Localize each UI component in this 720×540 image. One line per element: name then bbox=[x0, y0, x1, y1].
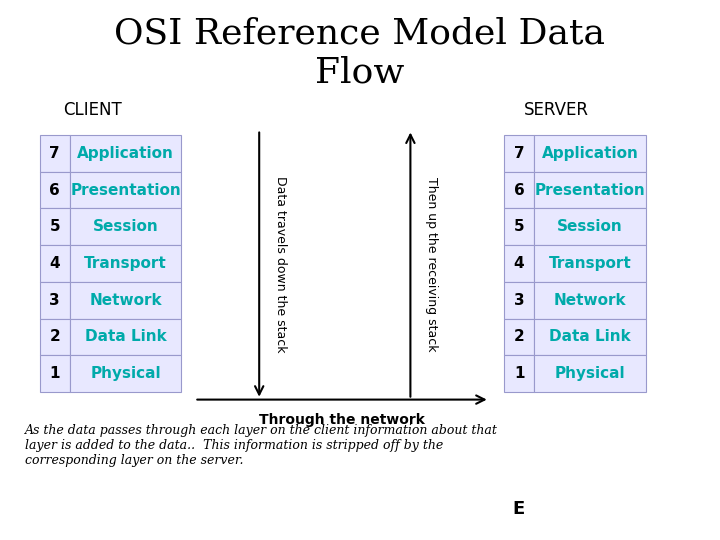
Text: Data travels down the stack: Data travels down the stack bbox=[274, 177, 287, 353]
Bar bbox=[70, 319, 181, 355]
Bar bbox=[504, 245, 534, 282]
Text: Through the network: Through the network bbox=[259, 413, 425, 427]
Text: Transport: Transport bbox=[84, 256, 167, 271]
Text: 7: 7 bbox=[514, 146, 524, 161]
Text: 4: 4 bbox=[514, 256, 524, 271]
Bar bbox=[504, 319, 534, 355]
Text: 1: 1 bbox=[514, 366, 524, 381]
Text: Data Link: Data Link bbox=[549, 329, 631, 345]
Text: 2: 2 bbox=[514, 329, 524, 345]
Text: E: E bbox=[512, 501, 525, 518]
Text: 1: 1 bbox=[50, 366, 60, 381]
Bar bbox=[534, 282, 646, 319]
Text: Presentation: Presentation bbox=[535, 183, 645, 198]
Bar bbox=[504, 282, 534, 319]
Bar bbox=[504, 135, 534, 172]
Text: CLIENT: CLIENT bbox=[63, 101, 122, 119]
Text: Transport: Transport bbox=[549, 256, 631, 271]
Text: OSI Reference Model Data
Flow: OSI Reference Model Data Flow bbox=[114, 16, 606, 90]
Text: 2: 2 bbox=[50, 329, 60, 345]
Text: 5: 5 bbox=[514, 219, 524, 234]
Bar bbox=[40, 319, 70, 355]
Text: Data Link: Data Link bbox=[85, 329, 166, 345]
Text: 6: 6 bbox=[514, 183, 524, 198]
Bar bbox=[70, 355, 181, 392]
Bar bbox=[534, 355, 646, 392]
Bar bbox=[70, 172, 181, 208]
Bar bbox=[40, 135, 70, 172]
Bar bbox=[70, 208, 181, 245]
Text: SERVER: SERVER bbox=[524, 101, 589, 119]
Bar bbox=[504, 172, 534, 208]
Bar bbox=[534, 319, 646, 355]
Bar bbox=[534, 245, 646, 282]
Bar bbox=[534, 208, 646, 245]
Text: Network: Network bbox=[89, 293, 162, 308]
Bar bbox=[70, 135, 181, 172]
Text: Then up the receiving stack: Then up the receiving stack bbox=[425, 177, 438, 352]
Text: Session: Session bbox=[93, 219, 158, 234]
Text: Application: Application bbox=[77, 146, 174, 161]
Bar bbox=[40, 355, 70, 392]
Bar bbox=[70, 282, 181, 319]
Text: 3: 3 bbox=[50, 293, 60, 308]
Text: Application: Application bbox=[541, 146, 639, 161]
Text: Network: Network bbox=[554, 293, 626, 308]
Bar bbox=[40, 245, 70, 282]
Text: 5: 5 bbox=[50, 219, 60, 234]
Text: 6: 6 bbox=[50, 183, 60, 198]
Text: As the data passes through each layer on the client information about that
layer: As the data passes through each layer on… bbox=[25, 424, 498, 467]
Text: Physical: Physical bbox=[554, 366, 626, 381]
Text: Presentation: Presentation bbox=[71, 183, 181, 198]
Bar bbox=[504, 355, 534, 392]
Bar bbox=[534, 135, 646, 172]
Text: 7: 7 bbox=[50, 146, 60, 161]
Bar bbox=[70, 245, 181, 282]
Text: 3: 3 bbox=[514, 293, 524, 308]
Text: Session: Session bbox=[557, 219, 623, 234]
Bar bbox=[534, 172, 646, 208]
Text: Physical: Physical bbox=[90, 366, 161, 381]
Bar bbox=[40, 172, 70, 208]
Bar bbox=[40, 282, 70, 319]
Bar bbox=[504, 208, 534, 245]
Bar bbox=[40, 208, 70, 245]
Text: 4: 4 bbox=[50, 256, 60, 271]
